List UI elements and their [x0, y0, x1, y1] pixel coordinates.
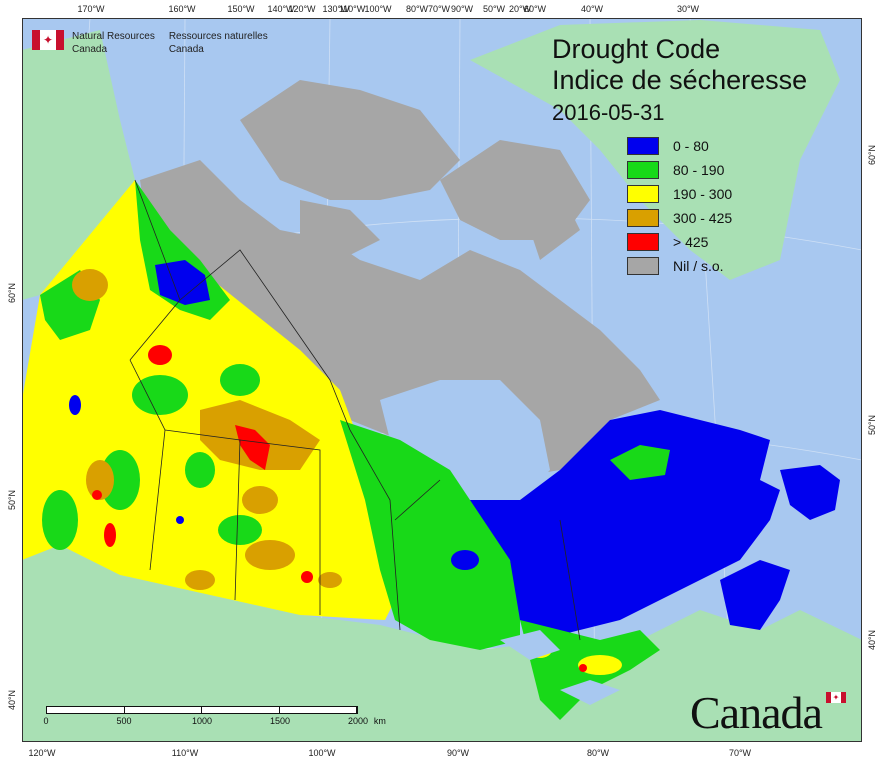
lon-tick: 40°W: [580, 4, 604, 14]
legend-label: 0 - 80: [673, 138, 709, 154]
legend-item: 0 - 80: [627, 134, 732, 158]
lon-tick: 70°W: [728, 748, 752, 758]
lon-tick: 150°W: [227, 4, 255, 14]
legend: 0 - 80 80 - 190 190 - 300 300 - 425 > 425 Nil…: [627, 134, 732, 278]
scale-label: 2000: [347, 716, 369, 726]
lon-tick: 170°W: [77, 4, 105, 14]
canada-wordmark: Canada: [690, 687, 823, 738]
scale-bar-graphic: [46, 706, 358, 714]
lon-tick: 90°W: [450, 4, 474, 14]
lat-tick: 60°N: [867, 144, 878, 166]
scale-bar: 0 500 1000 1500 2000 km: [43, 706, 386, 728]
legend-label: 190 - 300: [673, 186, 733, 202]
provincial-borders: [129, 179, 581, 641]
legend-label: > 425: [673, 234, 709, 250]
legend-swatch: [627, 161, 659, 179]
agency-signature: ✦ Natural Resources Canada Ressources na…: [32, 30, 268, 56]
lon-tick: 110°W: [338, 4, 366, 14]
agency-name-fr-line2: Canada: [168, 44, 204, 55]
lon-tick: 80°W: [405, 4, 429, 14]
legend-item: 300 - 425: [627, 206, 732, 230]
lon-tick: 110°W: [171, 748, 199, 758]
lat-tick: 40°N: [7, 689, 18, 711]
lon-tick: 20°W: [508, 4, 532, 14]
lat-tick: 50°N: [7, 489, 18, 511]
usa-land: [22, 545, 862, 742]
lat-tick: 40°N: [867, 629, 878, 651]
western-region: [22, 180, 395, 620]
scale-label: 1000: [191, 716, 213, 726]
lon-tick: 100°W: [364, 4, 392, 14]
alaska-land: [22, 30, 135, 300]
legend-label: 80 - 190: [673, 162, 725, 178]
scale-unit: km: [373, 716, 386, 726]
lon-tick: 160°W: [168, 4, 196, 14]
lon-tick: 100°W: [308, 748, 336, 758]
legend-label: 300 - 425: [673, 210, 733, 226]
blue-patches-west: [69, 260, 210, 524]
lon-tick: 120°W: [288, 4, 316, 14]
legend-label: Nil / s.o.: [673, 258, 724, 274]
lon-tick: 30°W: [676, 4, 700, 14]
legend-item: Nil / s.o.: [627, 254, 732, 278]
central-green: [340, 420, 520, 650]
scale-label: 500: [116, 716, 132, 726]
agency-name-en-line1: Natural Resources: [72, 31, 155, 42]
lat-tick: 60°N: [7, 282, 18, 304]
title-fr: Indice de sécheresse: [552, 65, 808, 95]
lon-tick: 60°W: [523, 4, 547, 14]
legend-swatch: [627, 209, 659, 227]
canada-flag-icon: ✦: [32, 30, 64, 50]
legend-swatch: [627, 185, 659, 203]
lon-tick: 140°W: [267, 4, 295, 14]
lat-tick: 50°N: [867, 414, 878, 436]
scale-label: 1500: [269, 716, 291, 726]
title-en: Drought Code: [552, 34, 721, 64]
newfoundland: [780, 465, 840, 520]
legend-swatch: [627, 233, 659, 251]
legend-swatch: [627, 137, 659, 155]
legend-swatch: [627, 257, 659, 275]
arctic-nil: [140, 160, 660, 480]
legend-item: 80 - 190: [627, 158, 732, 182]
lon-tick: 70°W: [427, 4, 451, 14]
wordmark-flag-icon: ✦: [826, 692, 846, 703]
lon-tick: 80°W: [586, 748, 610, 758]
agency-name-fr-line1: Ressources naturelles: [168, 31, 268, 42]
map-title: Drought Code Indice de sécheresse 2016-0…: [552, 34, 807, 128]
lon-tick: 130°W: [322, 4, 350, 14]
scale-label: 0: [43, 716, 49, 726]
lon-tick: 120°W: [28, 748, 56, 758]
lon-tick: 90°W: [446, 748, 470, 758]
eastern-blue: [470, 410, 780, 640]
legend-item: > 425: [627, 230, 732, 254]
agency-name-en-line2: Canada: [72, 44, 108, 55]
map-date: 2016-05-31: [552, 100, 665, 125]
legend-item: 190 - 300: [627, 182, 732, 206]
red-patches: [92, 345, 313, 583]
lon-tick: 50°W: [482, 4, 506, 14]
